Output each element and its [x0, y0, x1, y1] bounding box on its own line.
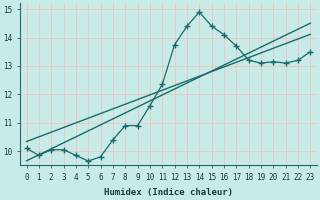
- X-axis label: Humidex (Indice chaleur): Humidex (Indice chaleur): [104, 188, 233, 197]
